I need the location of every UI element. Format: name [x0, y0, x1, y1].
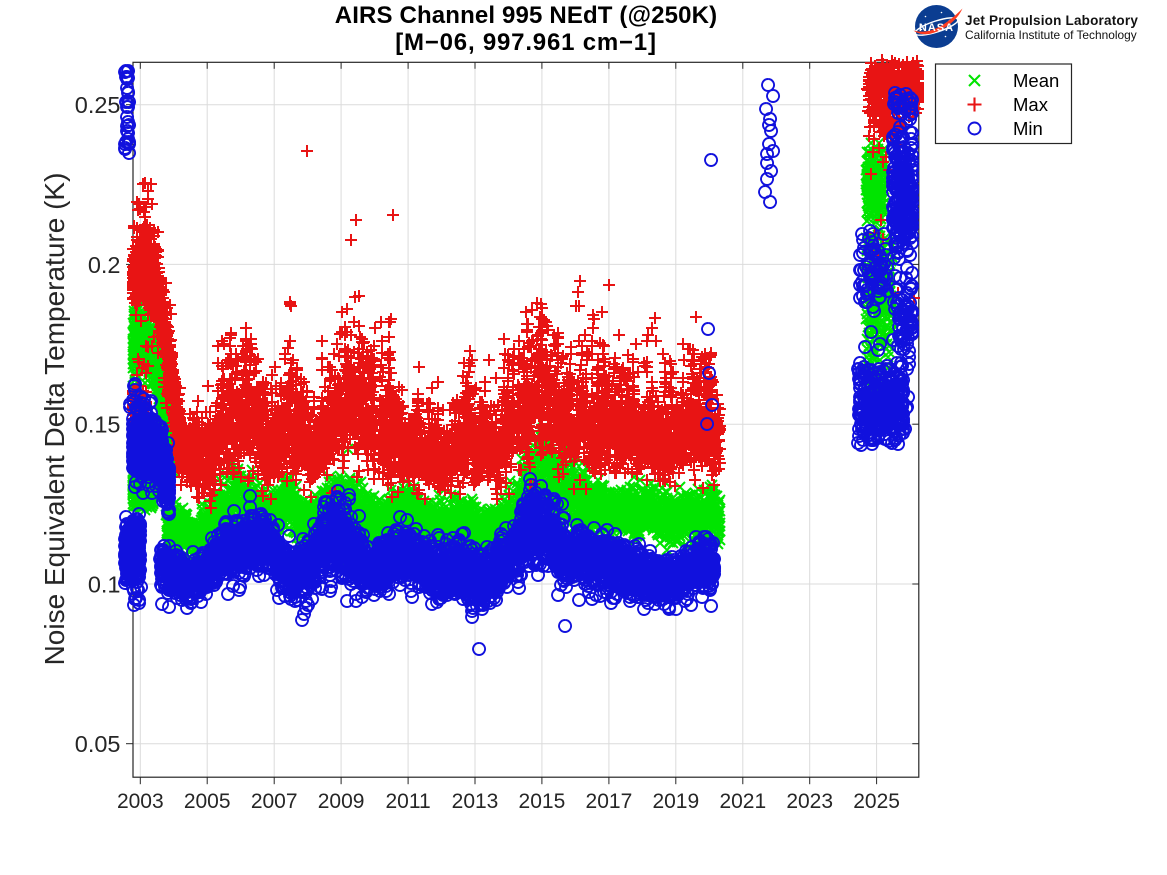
svg-text:2005: 2005 — [184, 790, 231, 813]
svg-text:Mean: Mean — [1013, 70, 1059, 91]
svg-text:2023: 2023 — [786, 790, 833, 813]
svg-text:Noise Equivalent Delta Tempera: Noise Equivalent Delta Temperature (K) — [39, 173, 70, 666]
svg-text:0.05: 0.05 — [75, 731, 121, 757]
svg-text:2009: 2009 — [318, 790, 365, 813]
svg-text:NASA: NASA — [919, 22, 954, 34]
svg-text:0.25: 0.25 — [75, 92, 121, 118]
svg-text:2017: 2017 — [586, 790, 633, 813]
svg-text:Max: Max — [1013, 94, 1049, 115]
svg-text:2011: 2011 — [386, 790, 431, 813]
svg-text:2013: 2013 — [452, 790, 499, 813]
svg-text:2025: 2025 — [853, 790, 900, 813]
svg-text:Min: Min — [1013, 118, 1043, 139]
svg-text:2015: 2015 — [519, 790, 566, 813]
svg-text:2019: 2019 — [652, 790, 699, 813]
svg-text:2021: 2021 — [719, 790, 766, 813]
svg-text:0.2: 0.2 — [88, 252, 121, 278]
svg-text:[M−06, 997.961 cm−1]: [M−06, 997.961 cm−1] — [395, 29, 657, 56]
svg-text:0.1: 0.1 — [88, 571, 121, 597]
svg-text:California Institute of Techno: California Institute of Technology — [965, 28, 1137, 42]
svg-text:0.15: 0.15 — [75, 412, 121, 438]
svg-text:Jet Propulsion Laboratory: Jet Propulsion Laboratory — [965, 13, 1138, 28]
svg-text:AIRS Channel 995 NEdT (@250K): AIRS Channel 995 NEdT (@250K) — [335, 2, 718, 29]
svg-text:2003: 2003 — [117, 790, 164, 813]
svg-text:2007: 2007 — [251, 790, 298, 813]
